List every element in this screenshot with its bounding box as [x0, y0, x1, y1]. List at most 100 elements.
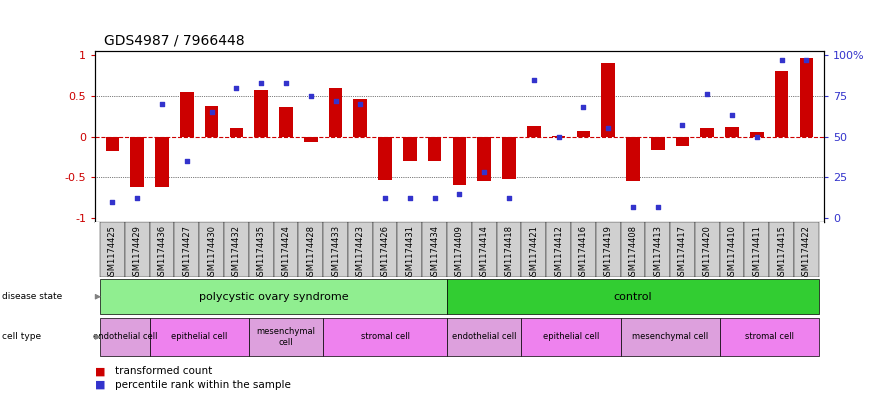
Bar — [676, 136, 689, 146]
Text: GSM1174423: GSM1174423 — [356, 225, 365, 281]
Text: GSM1174424: GSM1174424 — [281, 225, 291, 281]
Point — [725, 112, 739, 119]
Bar — [323, 222, 348, 277]
Point — [130, 195, 144, 202]
Bar — [428, 136, 441, 161]
Text: GSM1174408: GSM1174408 — [628, 225, 638, 281]
Bar — [620, 318, 720, 356]
Text: epithelial cell: epithelial cell — [171, 332, 227, 342]
Bar — [472, 222, 497, 277]
Bar — [700, 129, 714, 136]
Bar — [378, 136, 392, 180]
Point — [799, 57, 813, 63]
Bar — [100, 279, 447, 314]
Bar — [478, 136, 491, 181]
Bar — [180, 92, 194, 136]
Bar — [150, 318, 248, 356]
Bar — [744, 222, 769, 277]
Bar — [527, 126, 541, 136]
Text: GSM1174432: GSM1174432 — [232, 225, 241, 281]
Bar — [596, 222, 620, 277]
Text: GSM1174430: GSM1174430 — [207, 225, 216, 281]
Text: GSM1174410: GSM1174410 — [728, 225, 737, 281]
Text: GSM1174411: GSM1174411 — [752, 225, 761, 281]
Text: GSM1174414: GSM1174414 — [480, 225, 489, 281]
Bar — [100, 318, 150, 356]
Text: cell type: cell type — [2, 332, 41, 342]
Bar — [571, 222, 596, 277]
Point — [106, 198, 120, 205]
Text: mesenchymal
cell: mesenchymal cell — [256, 327, 315, 347]
Bar — [174, 222, 199, 277]
Bar — [750, 132, 764, 136]
Bar — [800, 58, 813, 136]
Text: GSM1174436: GSM1174436 — [158, 225, 167, 281]
Text: GSM1174427: GSM1174427 — [182, 225, 191, 281]
Point — [180, 158, 194, 164]
Bar — [695, 222, 720, 277]
Text: GSM1174409: GSM1174409 — [455, 225, 464, 281]
Bar — [645, 222, 670, 277]
Text: stromal cell: stromal cell — [360, 332, 410, 342]
Point — [279, 80, 293, 86]
Text: polycystic ovary syndrome: polycystic ovary syndrome — [199, 292, 348, 302]
Bar — [150, 222, 174, 277]
Point — [254, 80, 268, 86]
Point — [576, 104, 590, 110]
Bar — [248, 318, 323, 356]
Text: disease state: disease state — [2, 292, 62, 301]
Bar — [626, 136, 640, 181]
Text: GSM1174433: GSM1174433 — [331, 225, 340, 281]
Point — [378, 195, 392, 202]
Point — [427, 195, 441, 202]
Point — [651, 204, 665, 210]
Text: ■: ■ — [95, 380, 106, 390]
Text: GSM1174415: GSM1174415 — [777, 225, 786, 281]
Bar — [373, 222, 397, 277]
Text: GSM1174431: GSM1174431 — [405, 225, 414, 281]
Bar — [323, 318, 447, 356]
Text: percentile rank within the sample: percentile rank within the sample — [115, 380, 291, 390]
Point — [750, 133, 764, 140]
Point — [204, 109, 218, 115]
Bar — [248, 222, 274, 277]
Bar — [329, 88, 343, 136]
Point — [453, 190, 467, 196]
Bar — [255, 90, 268, 136]
Bar — [720, 222, 744, 277]
Bar — [546, 222, 571, 277]
Bar — [279, 107, 292, 136]
Bar — [502, 136, 515, 179]
Bar — [522, 318, 620, 356]
Bar — [100, 222, 125, 277]
Bar — [224, 222, 248, 277]
Bar — [794, 222, 818, 277]
Point — [155, 101, 169, 107]
Text: GSM1174420: GSM1174420 — [703, 225, 712, 281]
Bar — [403, 136, 417, 161]
Point — [700, 91, 714, 97]
Bar — [130, 136, 144, 187]
Text: epithelial cell: epithelial cell — [543, 332, 599, 342]
Bar — [670, 222, 695, 277]
Point — [774, 57, 788, 63]
Bar — [274, 222, 299, 277]
Point — [478, 169, 492, 176]
Text: GSM1174412: GSM1174412 — [554, 225, 563, 281]
Bar — [230, 129, 243, 136]
Bar — [353, 99, 367, 136]
Bar — [447, 279, 818, 314]
Text: transformed count: transformed count — [115, 366, 211, 376]
Point — [527, 76, 541, 83]
Bar — [199, 222, 224, 277]
Bar — [447, 318, 522, 356]
Text: GSM1174425: GSM1174425 — [108, 225, 117, 281]
Bar — [125, 222, 150, 277]
Text: GSM1174421: GSM1174421 — [529, 225, 538, 281]
Text: ■: ■ — [95, 366, 106, 376]
Text: GSM1174429: GSM1174429 — [133, 225, 142, 281]
Point — [304, 93, 318, 99]
Bar — [453, 136, 466, 185]
Text: GSM1174435: GSM1174435 — [256, 225, 266, 281]
Text: stromal cell: stromal cell — [744, 332, 794, 342]
